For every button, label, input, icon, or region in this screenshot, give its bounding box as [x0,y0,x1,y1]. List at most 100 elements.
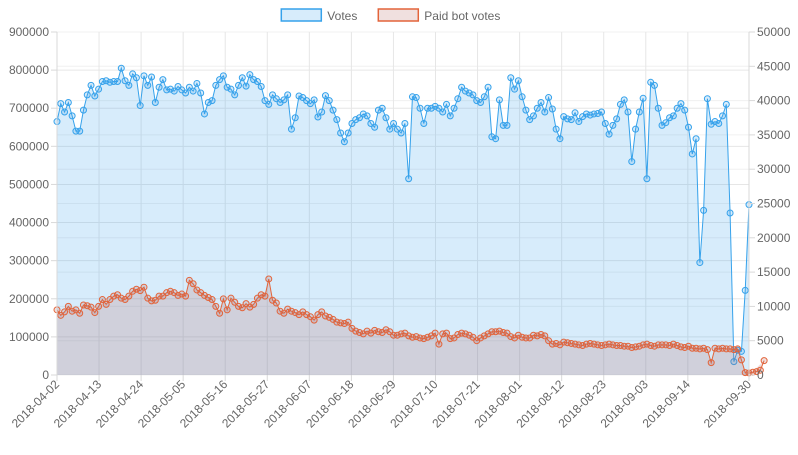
series-votes-point[interactable] [677,100,685,108]
series-paid-bot-votes-point[interactable] [163,289,171,297]
series-votes-point[interactable] [374,106,382,114]
series-paid-bot-votes-point[interactable] [182,292,190,300]
series-votes-point[interactable] [541,108,549,116]
series-votes-point[interactable] [730,358,738,366]
series-paid-bot-votes-point[interactable] [624,342,632,350]
series-votes-point[interactable] [700,206,708,214]
series-paid-bot-votes-point[interactable] [681,344,689,352]
series-votes-point[interactable] [545,94,553,102]
series-votes-point[interactable] [613,115,621,123]
series-paid-bot-votes-point[interactable] [291,309,299,317]
series-paid-bot-votes-point[interactable] [344,318,352,326]
series-paid-bot-votes-point[interactable] [235,302,243,310]
series-votes-point[interactable] [556,135,564,143]
series-paid-bot-votes-point[interactable] [669,340,677,348]
series-votes-point[interactable] [151,99,159,107]
series-paid-bot-votes-point[interactable] [95,302,103,310]
series-paid-bot-votes-point[interactable] [484,330,492,338]
series-votes-point[interactable] [560,113,568,121]
series-paid-bot-votes-point[interactable] [382,326,390,334]
series-votes-point[interactable] [295,92,303,100]
series-paid-bot-votes-point[interactable] [465,331,473,339]
series-votes-point[interactable] [397,129,405,137]
series-paid-bot-votes-point[interactable] [753,368,761,376]
series-votes-point[interactable] [257,83,265,90]
series-paid-bot-votes-point[interactable] [223,306,231,314]
series-votes-point[interactable] [212,81,220,89]
series-votes-point[interactable] [722,100,730,108]
series-votes-point[interactable] [620,96,628,104]
series-votes-point[interactable] [495,96,503,104]
series-votes-point[interactable] [507,74,515,82]
series-paid-bot-votes-point[interactable] [166,287,174,295]
series-votes-point[interactable] [685,123,692,131]
series-votes-point[interactable] [537,99,545,107]
series-votes-point[interactable] [227,85,235,93]
series-paid-bot-votes-point[interactable] [189,280,197,288]
series-votes-point[interactable] [87,81,95,89]
series-paid-bot-votes-point[interactable] [76,309,84,317]
series-votes-point[interactable] [477,99,485,107]
series-paid-bot-votes-point[interactable] [140,283,148,291]
series-paid-bot-votes-point[interactable] [643,340,651,348]
series-votes-point[interactable] [548,105,556,113]
series-paid-bot-votes-point[interactable] [424,333,432,341]
series-paid-bot-votes-point[interactable] [216,309,224,317]
series-paid-bot-votes-point[interactable] [340,320,348,328]
series-paid-bot-votes-point[interactable] [537,331,545,339]
series-votes-point[interactable] [405,175,413,183]
series-votes-point[interactable] [321,92,329,100]
series-paid-bot-votes-point[interactable] [68,307,76,315]
series-votes-point[interactable] [337,129,345,137]
series-votes-point[interactable] [79,106,87,114]
legend[interactable]: Votes Paid bot votes [280,8,500,23]
series-votes-point[interactable] [605,130,613,138]
series-paid-bot-votes-point[interactable] [405,332,413,340]
series-votes-point[interactable] [598,108,606,116]
series-paid-bot-votes-point[interactable] [178,290,186,298]
series-votes-point[interactable] [246,71,254,79]
series-votes-point[interactable] [61,108,69,116]
series-votes-point[interactable] [552,125,560,133]
series-paid-bot-votes-point[interactable] [61,308,69,316]
series-paid-bot-votes-point[interactable] [420,335,428,343]
series-votes-point[interactable] [427,104,435,112]
series-paid-bot-votes-point[interactable] [685,342,692,350]
series-votes-point[interactable] [155,83,163,91]
series-votes-point[interactable] [102,77,110,85]
series-votes-point[interactable] [333,116,341,124]
series-votes-point[interactable] [253,78,261,86]
series-votes-point[interactable] [57,100,65,108]
series-votes-point[interactable] [166,85,174,93]
series-votes-point[interactable] [726,209,734,217]
series-paid-bot-votes-point[interactable] [707,359,715,367]
series-paid-bot-votes-point[interactable] [204,293,212,301]
series-votes-point[interactable] [469,91,477,99]
series-paid-bot-votes-point[interactable] [635,342,643,350]
series-paid-bot-votes-point[interactable] [480,332,488,340]
series-paid-bot-votes-point[interactable] [87,303,95,311]
series-votes-point[interactable] [431,102,439,110]
series-paid-bot-votes-point[interactable] [363,327,371,335]
series-paid-bot-votes-point[interactable] [129,287,137,295]
series-paid-bot-votes-point[interactable] [132,285,140,293]
series-votes-point[interactable] [250,76,258,84]
series-votes-point[interactable] [95,85,103,93]
series-votes-point[interactable] [715,119,723,127]
series-votes-point[interactable] [454,95,462,103]
series-votes-point[interactable] [575,118,583,126]
series-paid-bot-votes-point[interactable] [454,331,462,339]
series-paid-bot-votes-point[interactable] [265,275,273,283]
series-votes-point[interactable] [114,78,121,86]
series-votes-point[interactable] [692,135,700,143]
series-votes-point[interactable] [492,135,500,143]
series-votes-point[interactable] [439,108,447,116]
series-votes-point[interactable] [696,259,704,267]
series-votes-point[interactable] [208,97,216,105]
series-votes-point[interactable] [314,113,322,121]
series-paid-bot-votes-point[interactable] [310,316,318,324]
series-votes-point[interactable] [76,127,84,135]
series-votes-point[interactable] [117,64,125,72]
series-votes-point[interactable] [681,106,689,114]
series-paid-bot-votes-point[interactable] [261,292,269,300]
